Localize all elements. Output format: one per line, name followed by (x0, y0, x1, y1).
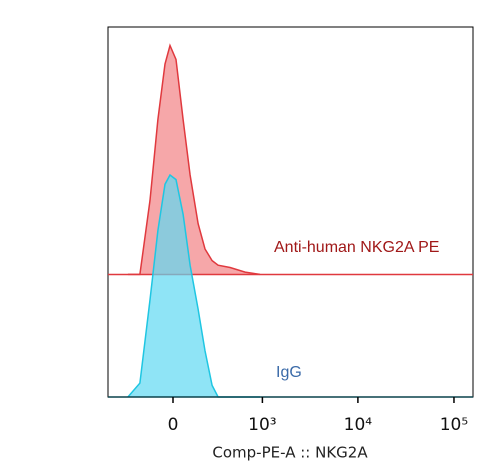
x-tick-label: 0 (168, 415, 179, 435)
series-label: IgG (276, 364, 302, 381)
x-tick-label: 10⁵ (440, 415, 468, 435)
x-tick-label: 10⁴ (344, 415, 373, 435)
histogram-line (127, 43, 261, 276)
x-axis-title: Comp-PE-A :: NKG2A (212, 444, 368, 462)
x-tick-label: 10³ (248, 415, 276, 435)
series-label: Anti-human NKG2A PE (274, 239, 439, 256)
area-fill (108, 45, 473, 275)
area-fill (108, 175, 473, 397)
